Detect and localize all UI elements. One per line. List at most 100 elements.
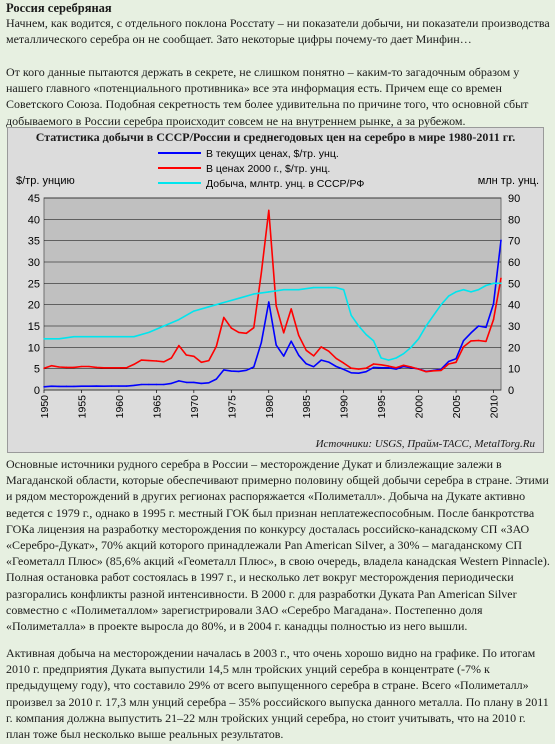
- data-point-series-2: [417, 368, 420, 370]
- x-tick-label: 1960: [114, 395, 126, 419]
- x-tick-label: 1950: [39, 395, 51, 419]
- data-point-series-3: [447, 295, 450, 297]
- data-point-series-1: [290, 340, 292, 342]
- data-point-series-3: [410, 346, 412, 349]
- data-point-series-2: [43, 367, 45, 369]
- data-point-series-2: [230, 327, 232, 329]
- data-point-series-1: [387, 367, 390, 369]
- data-point-series-2: [372, 363, 375, 365]
- data-point-series-3: [477, 289, 480, 291]
- x-tick-label: 2010: [489, 395, 501, 419]
- data-point-series-2: [125, 367, 128, 369]
- data-point-series-2: [327, 350, 330, 352]
- data-point-series-3: [163, 325, 165, 327]
- data-point-series-1: [238, 370, 240, 373]
- data-point-series-2: [357, 368, 360, 370]
- data-point-series-3: [178, 318, 180, 321]
- data-point-series-3: [432, 314, 435, 317]
- data-point-series-3: [455, 291, 457, 293]
- x-tick-label: 1990: [339, 395, 351, 419]
- data-point-series-1: [65, 385, 68, 388]
- data-point-series-2: [335, 357, 337, 360]
- data-point-series-1: [110, 385, 113, 387]
- series-line-2: [43, 209, 502, 373]
- data-point-series-2: [410, 366, 412, 368]
- data-point-series-2: [350, 367, 352, 369]
- legend-label-3: Добыча, млнтр. унц. в СССР/РФ: [206, 178, 364, 190]
- data-point-series-1: [88, 385, 90, 387]
- plot-area: [43, 197, 502, 391]
- data-point-series-3: [253, 293, 255, 295]
- data-point-series-1: [395, 368, 397, 370]
- data-point-series-2: [402, 364, 405, 366]
- data-point-series-3: [440, 303, 442, 306]
- data-point-series-1: [223, 369, 225, 371]
- data-point-series-1: [73, 385, 75, 388]
- data-point-series-1: [215, 378, 218, 380]
- y-left-tick-label: 10: [28, 342, 40, 354]
- x-tick-label: 1980: [264, 395, 276, 419]
- data-point-series-2: [260, 272, 262, 274]
- data-point-series-2: [283, 332, 285, 334]
- data-point-series-1: [103, 385, 105, 387]
- data-point-series-1: [342, 368, 345, 371]
- data-point-series-3: [470, 291, 472, 293]
- data-point-series-3: [238, 297, 240, 299]
- chart-source: Источники: USGS, Прайм-ТАСС, MetalTorg.R…: [315, 438, 535, 450]
- y-right-tick-label: 30: [508, 321, 520, 333]
- data-point-series-3: [298, 289, 300, 291]
- data-point-series-1: [470, 332, 472, 334]
- data-point-series-2: [215, 345, 218, 348]
- data-point-series-2: [73, 366, 75, 369]
- data-point-series-2: [163, 361, 165, 363]
- data-point-series-1: [455, 358, 457, 360]
- data-point-series-2: [148, 359, 150, 362]
- data-point-series-2: [110, 367, 113, 369]
- y-right-tick-label: 40: [508, 300, 520, 312]
- silver-chart: 0 5 10 15 20 25 30 35 40 45 0 10 20 30 40 50 60 70 80 90 195…: [16, 148, 539, 419]
- data-point-series-1: [477, 325, 480, 327]
- data-point-series-2: [298, 334, 300, 337]
- data-point-series-2: [133, 363, 135, 366]
- x-tick-label: 2005: [451, 395, 463, 419]
- data-point-series-2: [103, 367, 105, 369]
- data-point-series-3: [357, 325, 360, 327]
- data-point-series-2: [50, 364, 53, 367]
- y-right-tick-label: 10: [508, 364, 520, 376]
- data-point-series-3: [462, 289, 465, 291]
- data-point-series-3: [88, 335, 90, 338]
- data-point-series-1: [305, 363, 307, 365]
- y-left-tick-label: 20: [28, 300, 40, 312]
- data-point-series-3: [395, 357, 397, 359]
- data-point-series-2: [500, 277, 502, 279]
- data-point-series-1: [327, 361, 330, 363]
- data-point-series-2: [193, 355, 195, 357]
- data-point-series-1: [245, 369, 247, 371]
- data-point-series-1: [492, 303, 495, 305]
- data-point-series-2: [253, 327, 255, 329]
- data-point-series-2: [65, 366, 68, 369]
- data-point-series-2: [238, 331, 240, 334]
- data-point-series-2: [178, 344, 180, 347]
- data-point-series-2: [88, 365, 90, 368]
- chart-figure: Статистика добычи в СССР/России и средне…: [7, 127, 544, 453]
- data-point-series-3: [193, 310, 195, 312]
- data-point-series-3: [73, 335, 75, 338]
- data-point-series-2: [380, 364, 382, 366]
- data-point-series-2: [245, 332, 247, 334]
- article-title: Россия серебряная: [6, 1, 112, 15]
- data-point-series-1: [350, 372, 352, 374]
- data-point-series-3: [223, 301, 225, 304]
- y-left-tick-label: 40: [28, 214, 40, 226]
- data-point-series-3: [283, 289, 285, 291]
- x-tick-label: 1985: [301, 395, 313, 419]
- data-point-series-2: [387, 365, 390, 367]
- legend-label-2: В ценах 2000 г., $/тр. унц.: [206, 163, 330, 175]
- data-point-series-1: [50, 385, 53, 387]
- data-point-series-2: [185, 354, 188, 356]
- x-tick-label: 1975: [226, 395, 238, 419]
- data-point-series-1: [253, 366, 255, 368]
- y-right-tick-label: 90: [508, 193, 520, 205]
- data-point-series-2: [425, 370, 427, 373]
- data-point-series-3: [485, 284, 487, 287]
